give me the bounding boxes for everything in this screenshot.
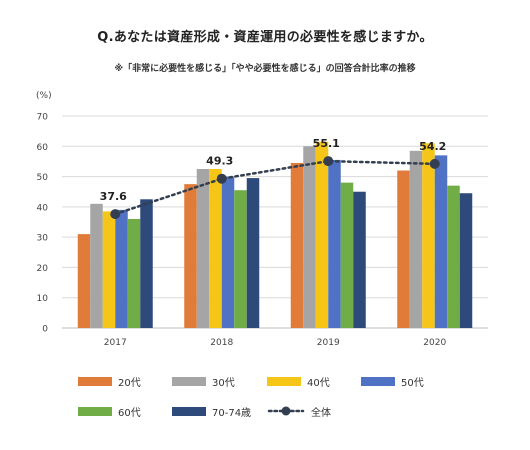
data-label: 55.1 <box>313 137 340 150</box>
bar <box>434 155 448 328</box>
bar <box>90 203 103 328</box>
legend-label: 70-74歳 <box>212 407 252 419</box>
bar <box>290 162 304 328</box>
x-tick-label: 2018 <box>210 338 233 348</box>
overall-line <box>114 159 436 216</box>
legend-label: 全体 <box>311 407 331 419</box>
legend-swatch <box>172 406 206 416</box>
chart-subtitle: ※「非常に必要性を感じる」「やや必要性を感じる」の回答合計比率の推移 <box>114 64 416 74</box>
bar <box>234 190 247 328</box>
legend-line-swatch <box>267 406 305 416</box>
chart-title: Q.あなたは資産形成・資産運用の必要性を感じますか。 <box>97 30 433 45</box>
data-label: 37.6 <box>100 190 127 203</box>
y-tick-label: 60 <box>37 143 49 153</box>
legend-label: 60代 <box>118 407 141 419</box>
bar <box>196 169 210 328</box>
bar <box>140 199 153 328</box>
bar <box>115 209 128 328</box>
x-tick-label: 2020 <box>423 338 446 348</box>
overall-marker <box>429 158 440 169</box>
bar <box>77 234 91 328</box>
bar <box>409 150 423 328</box>
x-tick-label: 2019 <box>317 338 340 348</box>
bar <box>209 169 222 328</box>
legend-item: 60代 <box>78 404 141 419</box>
y-tick-label: 70 <box>37 113 49 123</box>
overall-marker <box>216 173 227 184</box>
legend-swatch <box>361 376 395 386</box>
legend-swatch <box>78 376 112 386</box>
bar <box>303 146 316 328</box>
overall-marker <box>110 209 121 220</box>
legend-item: 70-74歳 <box>172 404 252 419</box>
y-tick-label: 0 <box>42 325 48 335</box>
legend-label: 50代 <box>401 377 424 389</box>
overall-marker <box>323 156 334 167</box>
y-tick-label: 50 <box>37 173 49 183</box>
bar <box>315 141 329 328</box>
y-axis-unit-label: (%) <box>36 91 52 101</box>
bar <box>328 159 341 328</box>
legend-item: 30代 <box>172 374 235 389</box>
data-label: 54.2 <box>419 140 446 153</box>
data-label: 49.3 <box>206 155 233 168</box>
x-tick-label: 2017 <box>104 338 127 348</box>
legend-swatch <box>267 376 301 386</box>
legend-item: 20代 <box>78 374 141 389</box>
y-tick-label: 40 <box>37 203 49 213</box>
bar <box>127 218 141 328</box>
bar <box>353 191 366 328</box>
bar <box>459 193 473 328</box>
y-tick-label: 30 <box>37 234 49 244</box>
bar <box>246 178 260 328</box>
bar <box>422 143 435 328</box>
bar <box>397 170 410 328</box>
legend-item: 40代 <box>267 374 330 389</box>
legend-swatch <box>78 406 112 416</box>
legend-item: 全体 <box>267 404 331 419</box>
bar <box>184 184 197 328</box>
bar <box>102 211 116 328</box>
legend-label: 20代 <box>118 377 141 389</box>
bar <box>221 176 235 328</box>
y-tick-label: 10 <box>37 294 49 304</box>
legend-swatch <box>172 376 206 386</box>
legend-label: 40代 <box>307 377 330 389</box>
bar <box>340 182 354 328</box>
legend-item: 50代 <box>361 374 424 389</box>
bar <box>447 185 460 328</box>
y-tick-label: 20 <box>37 264 49 274</box>
legend-label: 30代 <box>212 377 235 389</box>
